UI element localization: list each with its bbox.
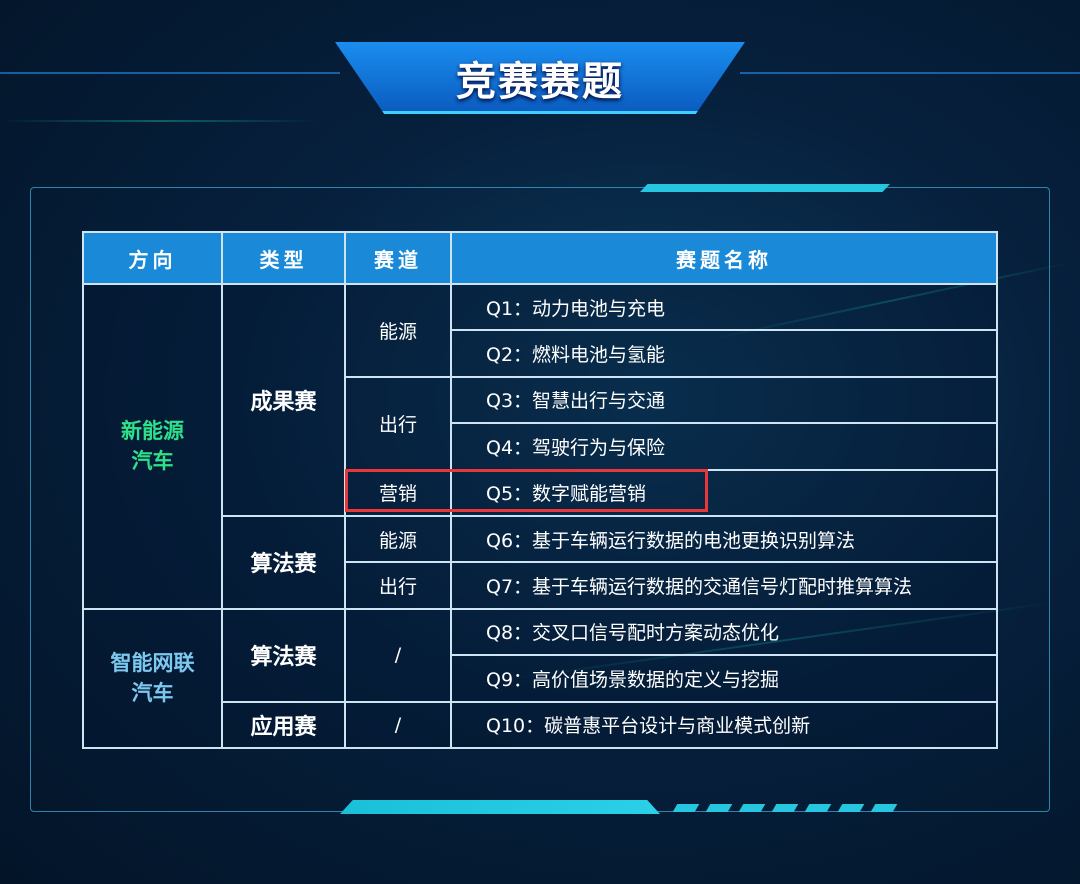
topic-q8: Q8：交叉口信号配时方案动态优化	[450, 607, 998, 657]
topic-q4: Q4：驾驶行为与保险	[450, 422, 998, 471]
decor-dash	[738, 804, 766, 812]
table-row: 应用赛 / Q10：碳普惠平台设计与商业模式创新	[83, 700, 998, 749]
table-row: 智能网联汽车 算法赛 / Q8：交叉口信号配时方案动态优化	[82, 607, 998, 749]
table-row: 算法赛 能源 Q6：基于车辆运行数据的电池更换识别算法	[83, 514, 998, 610]
page-title: 竞赛赛题	[456, 59, 624, 105]
table-row: 新能源汽车 成果赛 能源 Q1：动力电池与充电	[82, 282, 998, 610]
track-cell: /	[344, 607, 452, 703]
decor-dash	[672, 804, 700, 812]
competition-topics-table: 方向 类型 赛道 赛题名称 新能源汽车 成果赛 能源 Q1：动力电池与充电 Q2…	[82, 231, 998, 749]
header-direction: 方向	[82, 231, 223, 285]
table-row: 营销 Q5：数字赋能营销	[83, 468, 998, 517]
topic-q9: Q9：高价值场景数据的定义与挖掘	[450, 654, 998, 703]
topic-q5: Q5：数字赋能营销	[450, 468, 998, 517]
type-cell: 成果赛	[221, 283, 346, 517]
header-topic-name: 赛题名称	[450, 231, 998, 285]
decor-streak	[0, 120, 320, 122]
track-cell: /	[344, 700, 452, 749]
frame-accent-top	[640, 184, 890, 192]
header-type: 类型	[221, 231, 346, 285]
type-cell: 算法赛	[221, 514, 346, 610]
direction-label: 智能网联汽车	[110, 651, 195, 706]
decor-dash	[804, 804, 832, 812]
decor-dash	[870, 804, 898, 812]
track-cell: 能源	[344, 514, 452, 564]
topic-q7: Q7：基于车辆运行数据的交通信号灯配时推算算法	[450, 561, 998, 610]
table-row: Q9：高价值场景数据的定义与挖掘	[83, 654, 998, 703]
decor-top-left-bar	[0, 72, 340, 102]
track-cell: 出行	[344, 375, 452, 471]
topic-q3: Q3：智慧出行与交通	[450, 375, 998, 425]
table-row: Q4：驾驶行为与保险	[83, 422, 998, 471]
table-row: Q2：燃料电池与氢能	[83, 329, 998, 378]
track-cell: 出行	[344, 561, 452, 610]
frame-accent-bottom	[340, 800, 660, 814]
header-track: 赛道	[344, 231, 452, 285]
topic-q2: Q2：燃料电池与氢能	[450, 329, 998, 378]
track-cell: 能源	[344, 283, 452, 378]
title-banner	[335, 42, 745, 114]
direction-icv: 智能网联汽车	[82, 607, 223, 749]
type-cell: 算法赛	[221, 607, 346, 703]
decor-dash	[705, 804, 733, 812]
direction-label: 新能源汽车	[121, 419, 184, 474]
highlight-box-q5	[345, 469, 708, 512]
table-row: 出行 Q3：智慧出行与交通	[83, 375, 998, 471]
table-header-row: 方向 类型 赛道 赛题名称	[82, 231, 998, 285]
decor-dash	[771, 804, 799, 812]
decor-top-right-bar	[740, 72, 1080, 102]
type-cell: 应用赛	[221, 700, 346, 749]
direction-new-energy: 新能源汽车	[82, 283, 223, 610]
topic-q1: Q1：动力电池与充电	[450, 282, 998, 332]
decor-dash	[837, 804, 865, 812]
table-row: 出行 Q7：基于车辆运行数据的交通信号灯配时推算算法	[83, 561, 998, 610]
topic-q6: Q6：基于车辆运行数据的电池更换识别算法	[450, 514, 998, 564]
topic-q10: Q10：碳普惠平台设计与商业模式创新	[450, 700, 998, 749]
